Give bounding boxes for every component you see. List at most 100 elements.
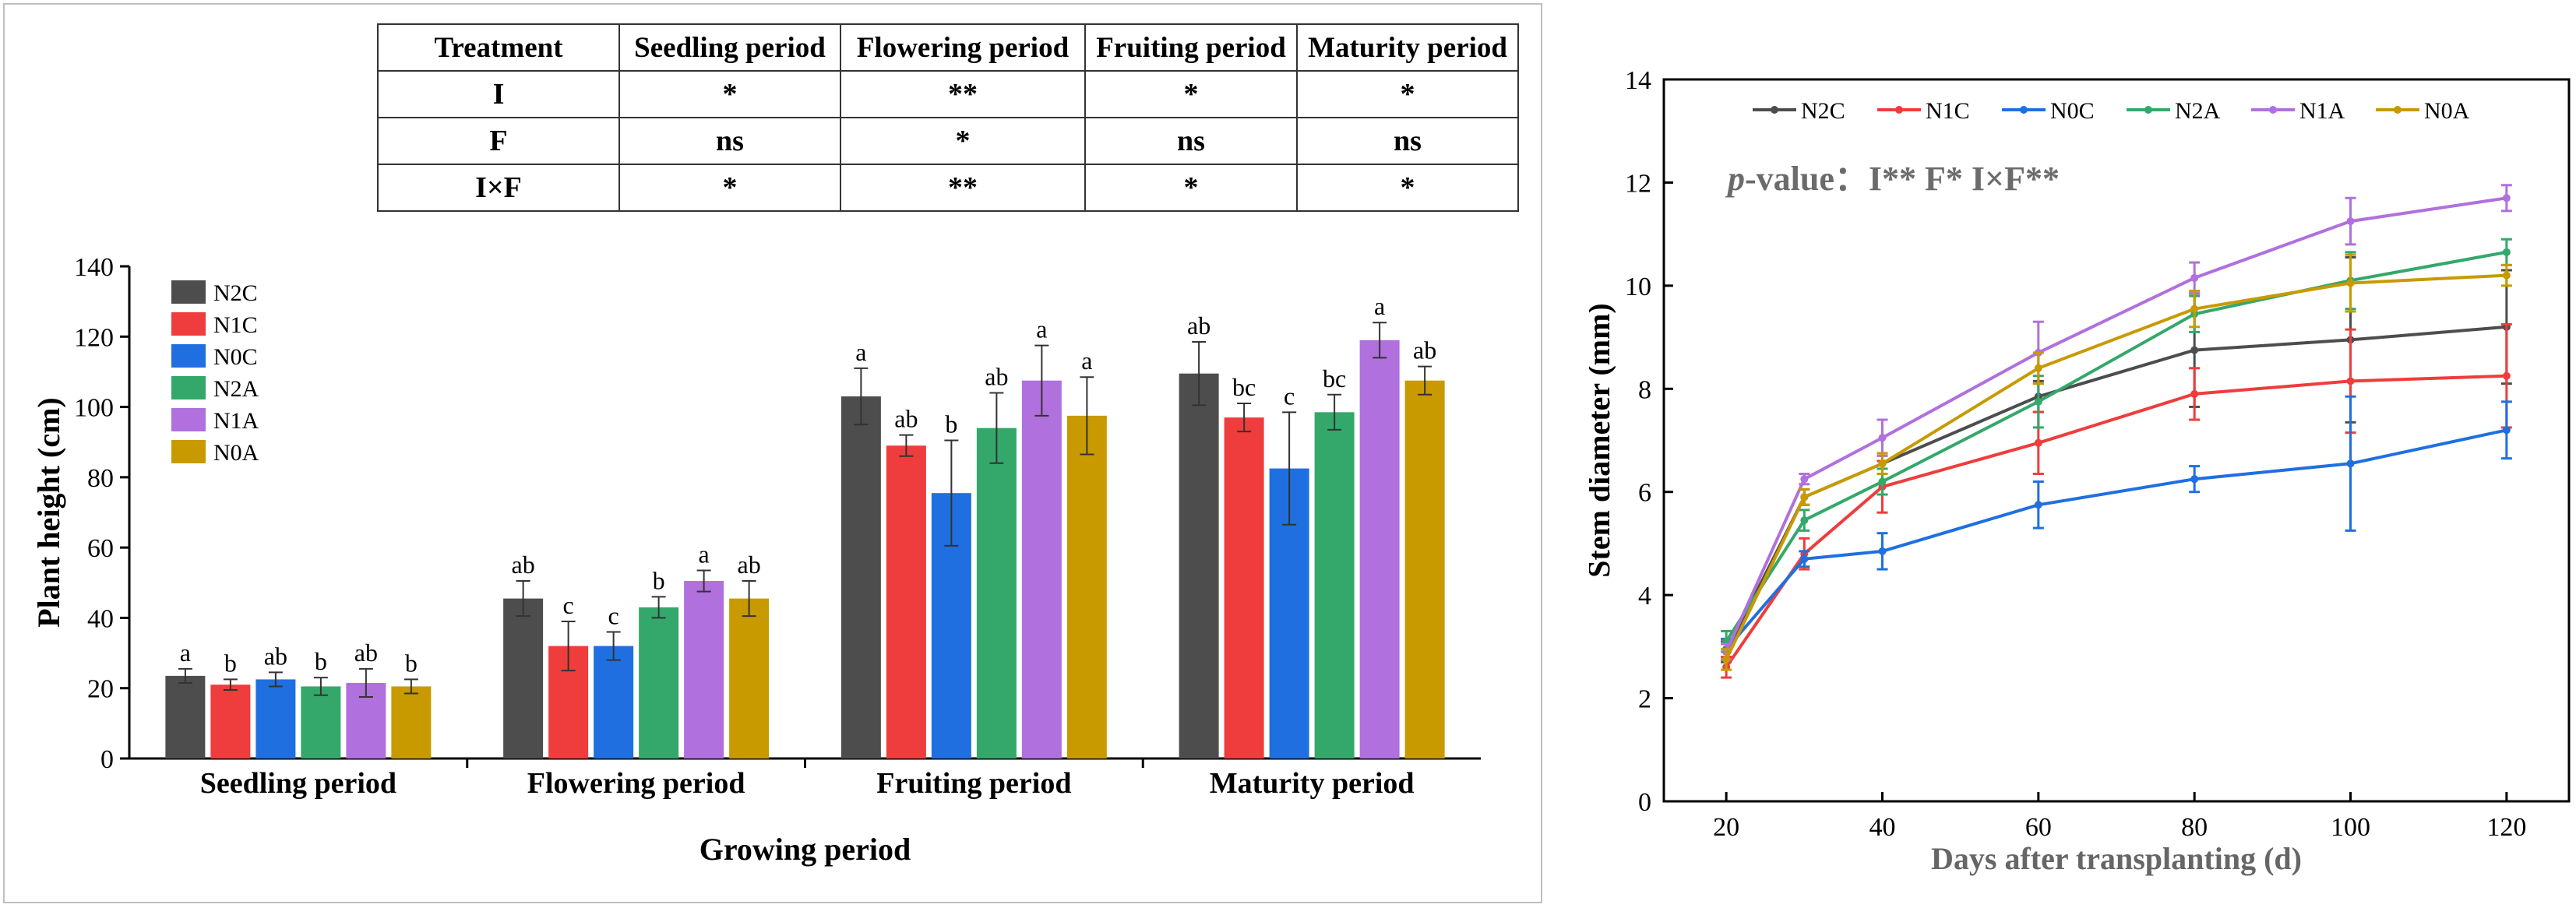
- bar-N2C-1: [503, 598, 544, 758]
- plant-height-bar-chart: Plant height (cm) Growing period 0 20 40 60…: [31, 253, 1481, 867]
- x-tick-label: 20: [1713, 813, 1739, 842]
- y-tick-label: 6: [1638, 479, 1651, 508]
- legend-label-N2A: N2A: [2175, 98, 2221, 124]
- y-tick-label: 20: [87, 675, 114, 704]
- legend-marker-N1A: [2269, 106, 2277, 114]
- x-tick-label: 40: [1869, 813, 1895, 842]
- bar-N0C-1: [594, 646, 634, 758]
- bar-N0A-1: [729, 598, 770, 758]
- data-point-N2A: [1878, 477, 1887, 486]
- x-category-label: Seedling period: [200, 767, 396, 800]
- data-point-N0C: [1878, 547, 1887, 555]
- y-tick-label: 0: [1638, 788, 1651, 817]
- x-category-label: Flowering period: [527, 767, 745, 800]
- p-value-text: -value：I** F* I×F**: [1745, 160, 2060, 198]
- significance-letter: b: [224, 649, 237, 677]
- table-row: I * ** * *: [377, 70, 1519, 118]
- table-cell: **: [840, 70, 1086, 118]
- significance-letter: ab: [1187, 311, 1210, 340]
- y-tick-label: 100: [74, 394, 114, 423]
- table-header-cell: Seedling period: [618, 23, 841, 72]
- significance-letter: a: [1374, 292, 1385, 320]
- y-tick-label: 0: [100, 745, 114, 774]
- bar-N0A-2: [1066, 415, 1107, 758]
- bar-N2A-1: [639, 607, 679, 758]
- table-header-cell: Fruiting period: [1084, 23, 1298, 72]
- bar-N2C-2: [840, 396, 881, 758]
- x-tick-label: 60: [2025, 813, 2052, 842]
- table-row: I×F * ** * *: [377, 164, 1519, 212]
- y-tick-label: 140: [74, 253, 114, 282]
- y-tick-label: 60: [87, 534, 114, 563]
- plant-height-panel: Treatment Seedling period Flowering peri…: [3, 3, 1542, 903]
- stem-diameter-panel: Stem diameter (mm) Days after transplant…: [1589, 3, 2572, 903]
- significance-letter: a: [1081, 347, 1092, 375]
- legend-swatch-N0C: [171, 344, 206, 368]
- table-cell: *: [618, 70, 841, 118]
- data-point-N1A: [1800, 475, 1809, 484]
- table-cell: *: [1296, 70, 1519, 118]
- significance-letter: ab: [985, 363, 1008, 391]
- data-point-N0C: [2346, 459, 2355, 468]
- data-point-N1A: [2346, 217, 2355, 226]
- anova-table: Treatment Seedling period Flowering peri…: [377, 23, 1519, 212]
- y-tick-label: 120: [74, 323, 114, 352]
- table-header-cell: Maturity period: [1296, 23, 1519, 72]
- line-legend: N2C N1C N0C N2A N1A N0A: [1753, 98, 2470, 124]
- x-axis-categories: Seedling period Flowering period Fruiting …: [200, 758, 1415, 800]
- table-header-row: Treatment Seedling period Flowering peri…: [377, 23, 1519, 72]
- x-axis-label: Days after transplanting (d): [1931, 841, 2302, 876]
- significance-letter: c: [1284, 382, 1295, 410]
- legend-label-N0C: N0C: [2050, 98, 2095, 124]
- legend-swatch-N1C: [171, 312, 206, 336]
- series-line-N1A: [1725, 196, 2507, 653]
- legend-label-N1A: N1A: [2299, 98, 2345, 124]
- legend-marker-N0C: [2020, 106, 2028, 114]
- significance-letter: b: [653, 566, 665, 594]
- table-row-label: I×F: [377, 164, 620, 212]
- bar-N1A-2: [1021, 380, 1062, 758]
- legend-swatch-N2C: [171, 280, 206, 304]
- table-cell: *: [618, 164, 841, 212]
- table-cell: **: [840, 164, 1086, 212]
- significance-letter: ab: [738, 551, 761, 579]
- significance-letter: bc: [1323, 364, 1346, 392]
- legend-label-N2C: N2C: [213, 280, 258, 306]
- table-cell: ns: [1296, 117, 1519, 165]
- data-point-N1C: [2034, 438, 2042, 447]
- bar-legend: N2C N1C N0C N2A N1A N0A: [171, 280, 259, 466]
- bar-N2A-3: [1314, 412, 1355, 758]
- p-value-italic-p: p: [1725, 160, 1745, 198]
- legend-label-N0A: N0A: [2424, 98, 2470, 124]
- series-line-N2C: [1725, 325, 2507, 653]
- y-tick-label: 4: [1638, 582, 1651, 611]
- x-category-label: Maturity period: [1210, 767, 1415, 800]
- legend-marker-N0A: [2394, 106, 2402, 114]
- series-line-N0A: [1725, 273, 2507, 660]
- bar-N1A-1: [684, 581, 724, 758]
- plot-frame: [1662, 78, 2571, 803]
- data-point-N2A: [2034, 397, 2042, 406]
- y-tick-label: 8: [1638, 375, 1651, 404]
- significance-letter: ab: [1413, 336, 1436, 364]
- p-value-annotation: p-value：I** F* I×F**: [1725, 160, 2060, 198]
- bar-N1C-2: [886, 445, 926, 758]
- legend-label-N1C: N1C: [213, 312, 258, 338]
- table-cell: *: [1084, 164, 1298, 212]
- legend-swatch-N0A: [171, 440, 206, 463]
- significance-letter: c: [563, 591, 574, 619]
- table-header-cell: Treatment: [377, 23, 620, 72]
- significance-letter: b: [405, 649, 418, 677]
- data-point-N1A: [2190, 273, 2199, 282]
- data-point-N0A: [2346, 279, 2355, 287]
- legend-swatch-N2A: [171, 376, 206, 399]
- significance-letter: bc: [1232, 373, 1256, 401]
- significance-letter: c: [608, 601, 619, 629]
- table-row-label: F: [377, 117, 620, 165]
- data-point-N0A: [2190, 304, 2199, 313]
- legend-label-N0C: N0C: [213, 344, 258, 370]
- table-row: F ns * ns ns: [377, 117, 1519, 165]
- y-axis-label: Stem diameter (mm): [1589, 303, 1616, 577]
- data-point-N2A: [2502, 248, 2511, 256]
- bar-N0A-3: [1404, 380, 1445, 758]
